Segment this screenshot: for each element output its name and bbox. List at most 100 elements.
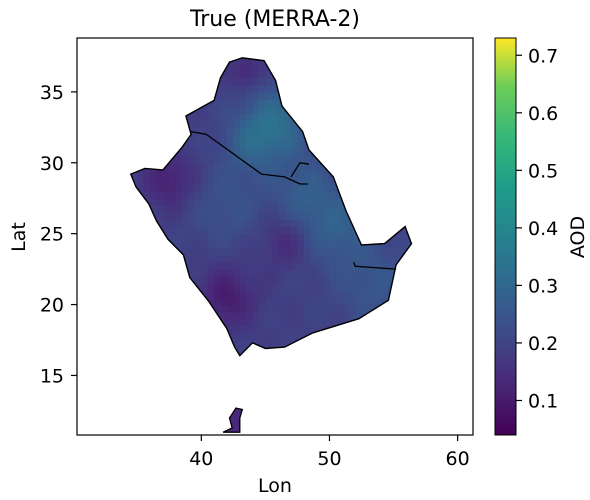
colorbar-tick-label: 0.5 [528, 160, 558, 182]
aod-cell [207, 254, 215, 263]
aod-cell [182, 212, 190, 221]
aod-cell [214, 247, 222, 256]
aod-cell [239, 332, 247, 341]
aod-cell [194, 247, 202, 256]
aod-cell [226, 276, 234, 284]
aod-cell [278, 240, 286, 249]
aod-cell [303, 318, 311, 327]
aod-cell [284, 297, 292, 306]
aod-cell [361, 304, 369, 313]
aod-cell [329, 176, 337, 185]
aod-cell [303, 155, 311, 164]
aod-cell [278, 269, 286, 277]
aod-cell [297, 311, 305, 320]
aod-cell [214, 269, 222, 277]
aod-cell [335, 205, 343, 213]
aod-cell [284, 247, 292, 256]
aod-cell [188, 176, 196, 185]
aod-cell [220, 191, 228, 199]
aod-cell [387, 262, 395, 270]
aod-cell [220, 120, 228, 128]
aod-cell [220, 233, 228, 242]
aod-cell [348, 226, 356, 235]
aod-cell [162, 226, 170, 235]
aod-cell [316, 297, 324, 306]
aod-cell [310, 318, 318, 327]
aod-cell [323, 191, 331, 199]
aod-cell [297, 155, 305, 164]
aod-cell [342, 247, 350, 256]
aod-cell [265, 120, 273, 128]
aod-cell [239, 325, 247, 334]
aod-cell [323, 247, 331, 256]
aod-cell [342, 226, 350, 235]
aod-cell [194, 169, 202, 178]
aod-cell [265, 99, 273, 107]
aod-cell [303, 191, 311, 199]
aod-cell [342, 233, 350, 242]
aod-cell [226, 240, 234, 249]
aod-cell [143, 169, 151, 178]
aod-cell [239, 290, 247, 299]
aod-cell [188, 155, 196, 164]
aod-cell [252, 240, 260, 249]
aod-cell [291, 240, 298, 249]
aod-cell [323, 318, 331, 327]
aod-cell [226, 318, 234, 327]
aod-cell [323, 176, 331, 185]
aod-cell [194, 198, 202, 206]
aod-cell [278, 247, 286, 256]
y-tick-label: 35 [40, 82, 64, 104]
aod-cell [265, 70, 273, 79]
aod-cell [194, 155, 202, 164]
aod-cell [233, 191, 241, 199]
aod-cell [246, 311, 254, 320]
aod-cell [226, 297, 234, 306]
aod-cell [252, 276, 260, 284]
aod-cell [233, 318, 241, 327]
aod-cell [175, 176, 183, 185]
aod-cell [246, 262, 254, 270]
aod-cell [278, 127, 286, 135]
aod-cell [265, 247, 273, 256]
aod-cell [355, 311, 363, 320]
aod-cell [284, 304, 292, 313]
aod-cell [284, 290, 292, 299]
aod-cell [252, 233, 260, 242]
aod-cell [175, 155, 183, 164]
aod-cell [355, 283, 363, 291]
aod-cell [226, 162, 234, 171]
aod-cell [271, 240, 279, 249]
aod-cell [207, 148, 215, 157]
aod-cell [284, 276, 292, 284]
aod-cell [201, 283, 209, 291]
aod-cell [226, 325, 234, 334]
aod-cell [214, 169, 222, 178]
y-axis-label: Lat [8, 222, 30, 252]
aod-cell [214, 99, 222, 107]
aod-cell [246, 184, 254, 192]
aod-cell [310, 176, 318, 185]
aod-cell [233, 212, 241, 221]
aod-cell [348, 247, 356, 256]
aod-cell [233, 205, 241, 213]
aod-cell [284, 148, 292, 157]
aod-cell [233, 311, 241, 320]
aod-cell [284, 233, 292, 242]
aod-cell [291, 276, 298, 284]
aod-cell [194, 254, 202, 263]
aod-cell [252, 205, 260, 213]
aod-cell [303, 276, 311, 284]
aod-cell [278, 332, 286, 341]
aod-cell [239, 347, 247, 355]
aod-cell [284, 176, 292, 185]
aod-cell [214, 155, 222, 164]
aod-cell [207, 106, 215, 114]
aod-cell [207, 120, 215, 128]
aod-cell [367, 283, 375, 291]
aod-cell [201, 205, 209, 213]
aod-cell [291, 318, 298, 327]
aod-cell [246, 226, 254, 235]
aod-cell [329, 212, 337, 221]
aod-cell [188, 191, 196, 199]
